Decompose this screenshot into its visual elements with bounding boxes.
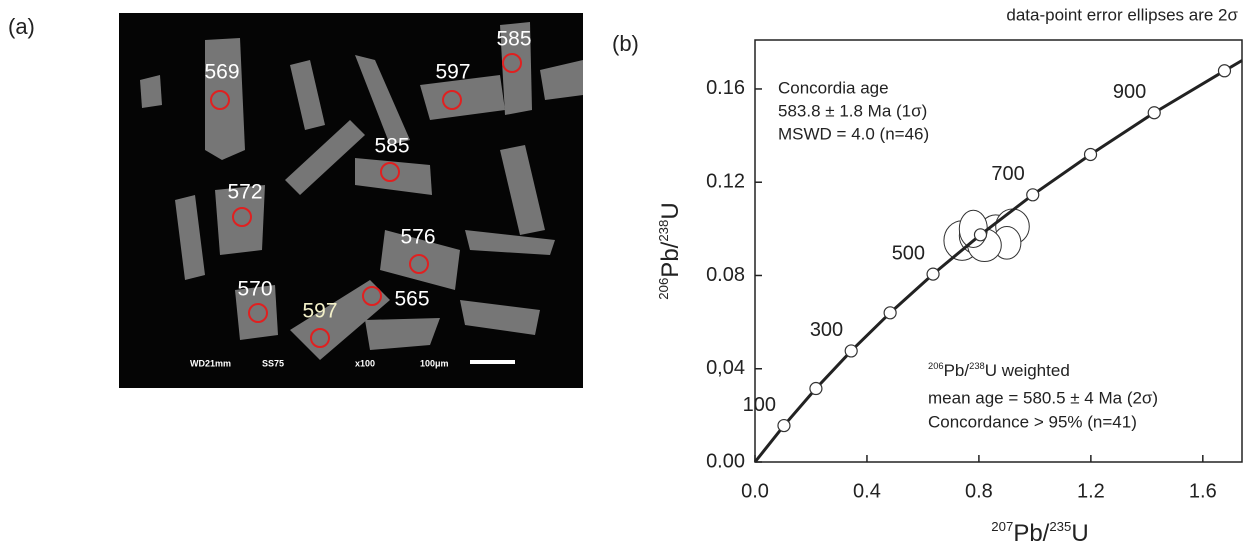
age-label: 300 <box>810 319 843 341</box>
label-part: 238 <box>969 361 985 371</box>
age-marker <box>927 268 939 280</box>
figure: (a) 569 597 585 585 572 576 570 597 565 WD21mm SS7… <box>0 0 1251 544</box>
label-part: Pb/ <box>1013 520 1049 544</box>
label-part: 238 <box>656 220 671 242</box>
spot-age: 597 <box>435 61 470 84</box>
label-part: 235 <box>1049 519 1071 534</box>
spot-age: 570 <box>237 278 272 301</box>
age-marker <box>1027 189 1039 201</box>
age-marker <box>810 383 822 395</box>
age-label: 700 <box>991 163 1024 185</box>
y-tick-label: 0.12 <box>706 171 745 193</box>
image-footer: SS75 <box>262 358 284 368</box>
label-part: U weighted <box>985 361 1070 380</box>
y-tick-label: 0.16 <box>706 77 745 99</box>
age-marker <box>778 420 790 432</box>
y-axis-label: 206Pb/238U <box>656 202 684 299</box>
spot-age: 565 <box>394 288 429 311</box>
age-marker <box>1148 107 1160 119</box>
spot-age: 597 <box>302 300 337 323</box>
concordia-text: 583.8 ± 1.8 Ma (1σ) <box>778 101 927 120</box>
y-tick-label: 0,04 <box>706 357 745 379</box>
x-tick-label: 0.4 <box>853 480 881 502</box>
label-part: Pb/ <box>944 361 970 380</box>
zircon-image <box>119 13 583 388</box>
weighted-text: Concordance > 95% (n=41) <box>928 412 1137 431</box>
age-marker <box>884 307 896 319</box>
label-part: U <box>657 202 684 219</box>
age-label: 500 <box>892 242 925 264</box>
y-tick-label: 0.08 <box>706 264 745 286</box>
spot-age: 572 <box>227 181 262 204</box>
concordia-text: Concordia age <box>778 78 889 97</box>
age-label: 100 <box>743 394 776 416</box>
y-tick-label: 0.00 <box>706 450 745 472</box>
spot-age: 585 <box>496 28 531 51</box>
x-tick-label: 0.8 <box>965 480 993 502</box>
x-tick-label: 1.6 <box>1189 480 1217 502</box>
label-part: 206 <box>656 278 671 300</box>
age-marker <box>845 345 857 357</box>
x-tick-label: 0.0 <box>741 480 769 502</box>
panel-label: (a) <box>8 14 35 39</box>
concordia-text: MSWD = 4.0 (n=46) <box>778 124 929 143</box>
x-tick-label: 1.2 <box>1077 480 1105 502</box>
label-part: U <box>1071 520 1088 544</box>
image-footer: x100 <box>355 358 375 368</box>
age-marker <box>1218 65 1230 77</box>
weighted-text: mean age = 580.5 ± 4 Ma (2σ) <box>928 388 1158 407</box>
spot-age: 569 <box>204 61 239 84</box>
label-part: 206 <box>928 361 944 371</box>
age-marker <box>974 229 986 241</box>
spot-age: 576 <box>400 226 435 249</box>
age-label: 900 <box>1113 81 1146 103</box>
concordia-chart: (b) data-point error ellipses are 2σ 0.00 0… <box>612 5 1242 544</box>
image-footer: WD21mm <box>190 358 231 368</box>
spot-age: 585 <box>374 135 409 158</box>
age-marker <box>1085 148 1097 160</box>
x-axis-label: 207Pb/235U <box>991 519 1088 544</box>
note: data-point error ellipses are 2σ <box>1006 5 1238 24</box>
panel-label: (b) <box>612 31 639 56</box>
image-footer: 100μm <box>420 358 449 368</box>
label-part: Pb/ <box>657 241 684 277</box>
weighted-title: 206Pb/238U weighted <box>928 361 1070 380</box>
label-part: 207 <box>991 519 1013 534</box>
